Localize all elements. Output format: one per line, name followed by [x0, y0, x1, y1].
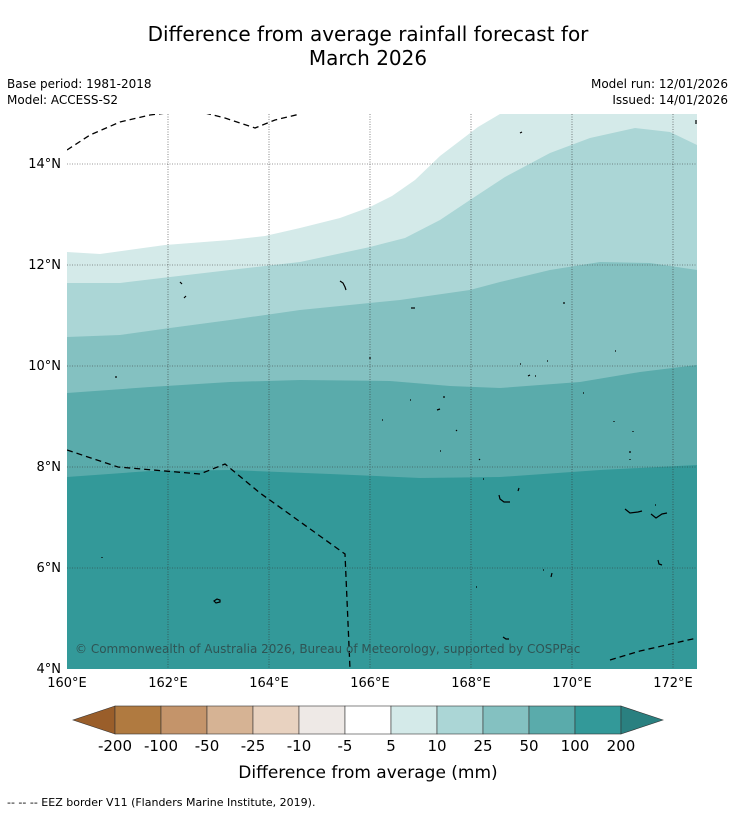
- legend-tick-label: 200: [607, 737, 636, 755]
- base-period: Base period: 1981-2018: [7, 77, 152, 91]
- legend-tick-label: 10: [427, 737, 446, 755]
- legend-tick-label: -50: [195, 737, 220, 755]
- legend-tick-label: 100: [561, 737, 590, 755]
- legend-swatch: [482, 705, 530, 735]
- legend-title: Difference from average (mm): [238, 763, 497, 783]
- model-run: Model run: 12/01/2026: [590, 77, 728, 91]
- grid-lines: [67, 114, 697, 669]
- lon-label: 170°E: [552, 676, 592, 691]
- legend-swatch: [298, 705, 346, 735]
- lat-label: 4°N: [37, 662, 62, 677]
- eez-footnote: -- -- -- EEZ border V11 (Flanders Marine…: [7, 796, 316, 809]
- legend-swatch: [252, 705, 300, 735]
- model-name: Model: ACCESS-S2: [7, 93, 119, 107]
- legend-tick-label: 5: [386, 737, 396, 755]
- legend-tick-label: -5: [338, 737, 353, 755]
- legend-swatch: [574, 705, 622, 735]
- lat-label: 12°N: [28, 258, 61, 273]
- legend-arrow-high: [620, 705, 664, 735]
- lon-label: 162°E: [148, 676, 188, 691]
- map-plot-area: © Commonwealth of Australia 2026, Bureau…: [67, 114, 697, 669]
- color-legend: [72, 705, 664, 735]
- legend-swatch: [160, 705, 208, 735]
- lon-label: 172°E: [653, 676, 693, 691]
- legend-swatch: [436, 705, 484, 735]
- lon-labels: 160°E 162°E 164°E 166°E 168°E 170°E 172°…: [47, 676, 693, 691]
- legend-swatch: [390, 705, 438, 735]
- lon-label: 168°E: [451, 676, 491, 691]
- lon-label: 166°E: [350, 676, 390, 691]
- eez-borders: [67, 114, 697, 669]
- legend-tick-label: -25: [241, 737, 266, 755]
- legend-tick-label: -200: [98, 737, 132, 755]
- legend-tick-label: -10: [287, 737, 312, 755]
- legend-swatch: [344, 705, 392, 735]
- copyright-note: © Commonwealth of Australia 2026, Bureau…: [75, 642, 580, 656]
- meta-right: Model run: 12/01/2026 Issued: 14/01/2026: [591, 76, 728, 108]
- lat-label: 6°N: [37, 561, 62, 576]
- legend-swatch: [206, 705, 254, 735]
- legend-swatch: [114, 705, 162, 735]
- lon-label: 160°E: [47, 676, 87, 691]
- map-title: Difference from average rainfall forecas…: [0, 22, 736, 70]
- legend-tick-labels: -200 -100 -50 -25 -10 -5 5 10 25 50 100 …: [98, 737, 635, 755]
- meta-left: Base period: 1981-2018 Model: ACCESS-S2: [7, 76, 152, 108]
- band-neutral: [67, 114, 500, 254]
- legend-tick-label: 50: [519, 737, 538, 755]
- issued-date: Issued: 14/01/2026: [612, 93, 728, 107]
- map-title-line2: March 2026: [308, 46, 428, 70]
- lat-label: 10°N: [28, 359, 61, 374]
- legend-tick-label: 25: [473, 737, 492, 755]
- lat-label: 14°N: [28, 157, 61, 172]
- legend-swatch: [528, 705, 576, 735]
- lon-label: 164°E: [249, 676, 289, 691]
- legend-tick-label: -100: [144, 737, 178, 755]
- map-title-line1: Difference from average rainfall forecas…: [147, 22, 589, 46]
- lat-label: 8°N: [37, 460, 62, 475]
- lat-labels: 4°N 6°N 8°N 10°N 12°N 14°N: [28, 157, 61, 677]
- legend-arrow-low: [72, 705, 116, 735]
- islands: [101, 120, 697, 640]
